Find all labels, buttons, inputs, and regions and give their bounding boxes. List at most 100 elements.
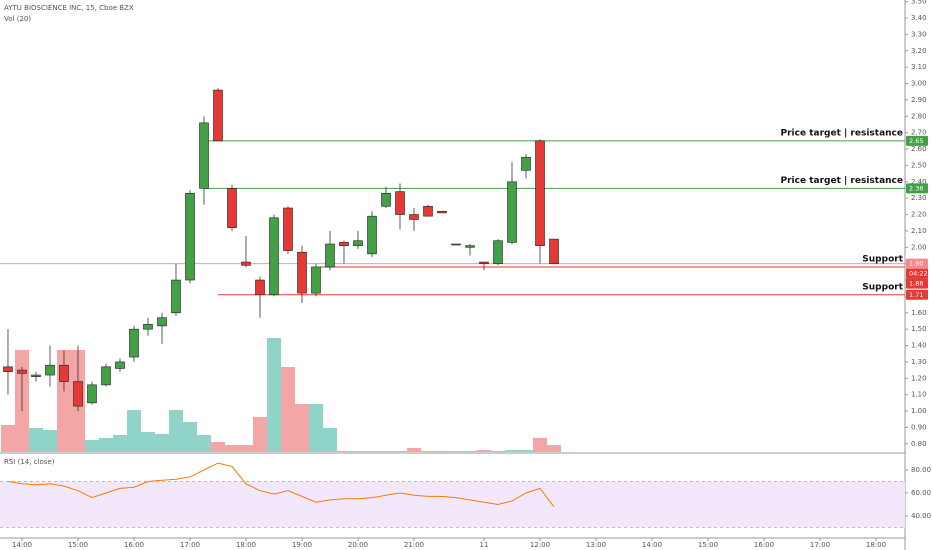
y-tick-label: 2.30 [911,194,927,202]
y-tick-label: 3.10 [911,63,927,71]
candle-body [549,238,559,264]
y-tick-label: 2.10 [911,227,927,235]
level-label: Support [862,282,903,292]
price-box-label: 2.65 [909,137,923,145]
candle-body [423,206,433,217]
volume-bar [322,428,337,452]
candle-body [339,242,349,246]
level-label: Price target | resistance [781,128,903,138]
candle-body [59,364,69,382]
candle-body [45,364,55,376]
volume-bar [392,451,407,452]
y-tick-label: 1.50 [911,325,927,333]
rsi-tick-label: 40.00 [911,512,931,520]
x-tick-label: 21:00 [404,541,424,549]
candle-body [479,261,489,264]
x-tick-label: 14:00 [12,541,32,549]
volume-bar [126,410,141,452]
candle-body [3,366,13,373]
volume-bar [0,425,15,452]
y-tick-label: 2.60 [911,145,927,153]
volume-bar [378,451,393,452]
x-tick-label: 11 [480,541,489,549]
volume-bar [434,451,449,452]
candle-body [297,251,307,294]
volume-bar [491,451,506,452]
y-tick-label: 0.90 [911,423,927,431]
volume-bar [238,445,253,452]
y-tick-label: 0.80 [911,440,927,448]
volume-bar [84,440,99,452]
y-tick-label: 2.80 [911,112,927,120]
volume-bar [140,432,155,452]
chart-title: AYTU BIOSCIENCE INC, 15, Cboe BZX [4,4,134,12]
volume-bar [112,435,127,452]
candle-body [465,245,475,248]
x-tick-label: 18:00 [866,541,886,549]
candle-body [31,374,41,377]
candle-body [493,240,503,264]
rsi-tick-label: 80.00 [911,466,931,474]
price-box [906,278,928,289]
x-tick-label: 19:00 [292,541,312,549]
candle-body [143,323,153,330]
x-tick-label: 15:00 [68,541,88,549]
candle-body [367,215,377,255]
y-tick-label: 1.10 [911,391,927,399]
volume-bar [364,451,379,452]
volume-bar [519,450,534,452]
volume-bar [308,404,323,452]
volume-bar [210,442,225,452]
y-tick-label: 1.20 [911,374,927,382]
x-tick-label: 18:00 [236,541,256,549]
candle-body [255,279,265,296]
candle-body [437,210,447,214]
volume-bar [182,422,197,452]
price-box-label: 1.71 [909,291,923,299]
volume-bar [505,450,520,452]
volume-bar [224,445,239,452]
y-tick-label: 3.00 [911,80,927,88]
countdown-label: 04:22 [909,270,928,278]
candle-body [129,328,139,358]
candle-body [241,261,251,266]
volume-bar [350,451,365,452]
y-tick-label: 3.30 [911,30,927,38]
x-tick-label: 12:00 [530,541,550,549]
x-tick-label: 14:00 [642,541,662,549]
candle-body [171,279,181,314]
candle-body [101,366,111,386]
volume-bar [280,367,295,452]
price-box-label: 1.88 [909,280,923,288]
volume-bar [406,448,421,452]
y-tick-label: 2.40 [911,178,927,186]
candle-body [17,369,27,374]
level-label: Price target | resistance [781,176,903,186]
price-box-label: 1.90 [909,260,923,268]
y-tick-label: 2.20 [911,211,927,219]
volume-bar [252,417,267,452]
volume-bar [463,451,478,452]
volume-bar [477,450,492,452]
volume-bar [336,451,351,452]
candle-body [269,217,279,296]
volume-bar [294,404,309,452]
price-box [906,258,928,269]
candle-body [521,156,531,171]
candle-body [353,240,363,246]
y-tick-label: 3.40 [911,14,927,22]
candle-body [381,192,391,207]
candle-body [395,191,405,215]
candle-body [409,214,419,220]
y-tick-label: 2.90 [911,96,927,104]
candle-body [325,243,335,268]
volume-bar [449,451,464,452]
price-box [906,289,928,300]
volume-bar [533,438,548,452]
candle-body [157,317,167,327]
volume-bar [420,451,435,452]
candle-body [185,192,195,281]
volume-bar [196,435,211,452]
